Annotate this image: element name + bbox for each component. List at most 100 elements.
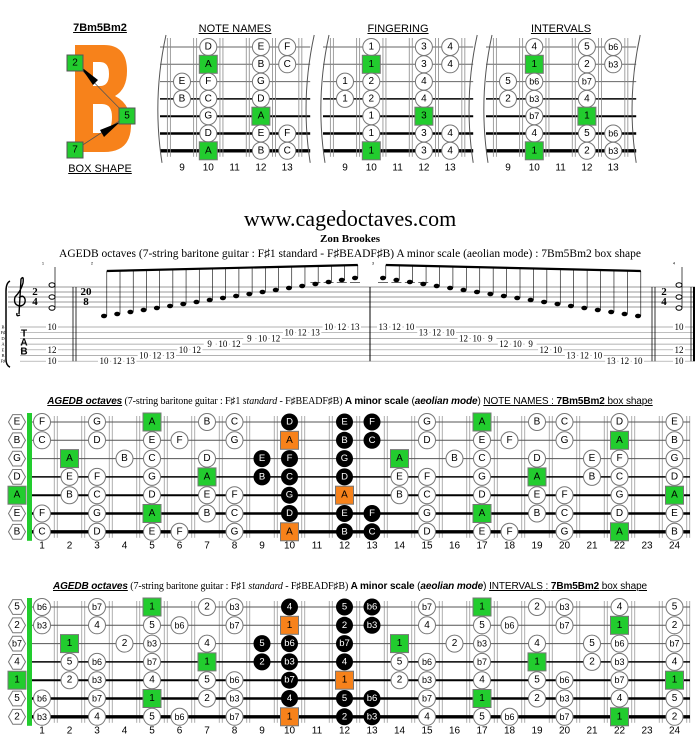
fret-marker: D: [473, 486, 491, 505]
fret-marker: 3: [414, 55, 433, 74]
board-title-note-names: AGEDB octaves (7-string baritone guitar …: [0, 396, 700, 408]
fret-marker: b6: [500, 616, 519, 635]
marker-label: 4: [672, 656, 678, 667]
marker-label: B: [259, 471, 265, 482]
fret-number: 10: [284, 540, 296, 551]
fret-marker: 4: [418, 616, 436, 635]
marker-label: b6: [367, 602, 378, 613]
note-circle: [336, 89, 354, 108]
tab-number-bg: [591, 352, 604, 359]
tab-number-bg: [632, 357, 644, 365]
marker-label: b6: [559, 675, 569, 685]
fret-number: 13: [445, 163, 457, 174]
fret-number: 10: [284, 725, 296, 736]
fret-marker: B: [7, 432, 27, 449]
fret-marker: F: [33, 413, 51, 431]
box-note-dot: [281, 671, 298, 689]
fret-marker: F: [363, 413, 381, 431]
fret-marker: 4: [525, 38, 544, 56]
marker-label: E: [149, 435, 156, 446]
note-circle: [604, 141, 623, 160]
note-circle: [665, 504, 684, 523]
fret-number: 23: [641, 725, 653, 736]
note-circle: [33, 598, 51, 616]
note-circle: [610, 598, 629, 616]
tab-number-bg: [377, 323, 389, 331]
marker-label: C: [423, 490, 430, 501]
marker-label: b6: [529, 77, 539, 87]
tab-number: 12: [298, 328, 307, 338]
root-square: [198, 141, 218, 161]
marker-label: 2: [452, 638, 458, 649]
fret-marker: 3: [414, 141, 433, 160]
fret-marker: 4: [525, 124, 544, 143]
note-circle: [610, 671, 629, 690]
tab-number-bg: [137, 352, 150, 359]
fret-marker: b3: [604, 141, 623, 160]
marker-label: C: [231, 508, 238, 519]
note-circle: [610, 413, 629, 431]
marker-label: b6: [92, 657, 102, 667]
measure-number: 2: [91, 261, 94, 266]
fret-marker: 1: [472, 597, 492, 617]
ascending-notehead: [352, 275, 358, 281]
marker-label: 5: [479, 711, 485, 722]
fret-marker: 4: [441, 124, 460, 143]
break-edge: [320, 34, 330, 163]
note-circle: [143, 467, 161, 486]
descending-notehead: [541, 299, 548, 305]
fret-marker: 5: [577, 38, 596, 56]
title-mode: aeolian mode: [414, 396, 478, 407]
fret-marker: E: [528, 486, 546, 505]
fret-marker: 1: [197, 652, 217, 672]
fret-marker: b7: [225, 707, 244, 726]
fret-marker: E: [198, 486, 216, 505]
note-circle: [33, 522, 51, 541]
root-square: [610, 707, 629, 727]
fret-marker: b7: [473, 652, 491, 671]
fret-marker: 5: [473, 616, 491, 635]
break-edge: [157, 34, 167, 163]
note-circle: [445, 449, 464, 468]
fret-number: 2: [67, 540, 73, 551]
box-note-dot: [336, 468, 353, 486]
note-circle: [390, 671, 409, 690]
half-notehead: [675, 282, 683, 288]
fret-marker: 2: [198, 689, 216, 708]
marker-label: 3: [421, 42, 427, 53]
position-square: [118, 107, 136, 125]
marker-label: A: [149, 417, 156, 428]
note-circle: [473, 634, 491, 653]
marker-label: 2: [259, 656, 264, 667]
marker-label: B: [258, 145, 265, 156]
fret-marker: b3: [555, 689, 574, 708]
fret-marker: A: [472, 504, 492, 523]
fret-marker: G: [7, 450, 27, 467]
root-square: [524, 141, 544, 161]
fret-marker: b7: [555, 616, 574, 635]
marker-label: 5: [584, 128, 590, 139]
marker-label: G: [93, 508, 101, 519]
note-circle: [225, 671, 244, 690]
fret-number: 11: [229, 163, 240, 174]
note-circle: [528, 598, 546, 616]
fret-marker: b6: [170, 707, 189, 726]
fret-number: 21: [586, 725, 598, 736]
fret-number: 1: [39, 540, 45, 551]
ascending-notehead: [325, 279, 332, 285]
marker-label: G: [93, 417, 101, 428]
marker-label: B: [396, 490, 403, 501]
fret-marker: F: [225, 486, 244, 505]
note-circle: [390, 467, 409, 486]
tab-number: 12: [192, 345, 201, 355]
note-circle: [665, 431, 684, 450]
tab-number-bg: [484, 334, 497, 342]
fret-marker: 1: [361, 54, 381, 74]
note-circle: [198, 689, 216, 708]
box-shape-glyph: [75, 45, 131, 152]
fret-marker: 2: [390, 671, 409, 690]
shape-path-line: [74, 62, 128, 117]
fret-marker: 2: [499, 89, 517, 108]
fret-marker: b6: [363, 690, 381, 707]
